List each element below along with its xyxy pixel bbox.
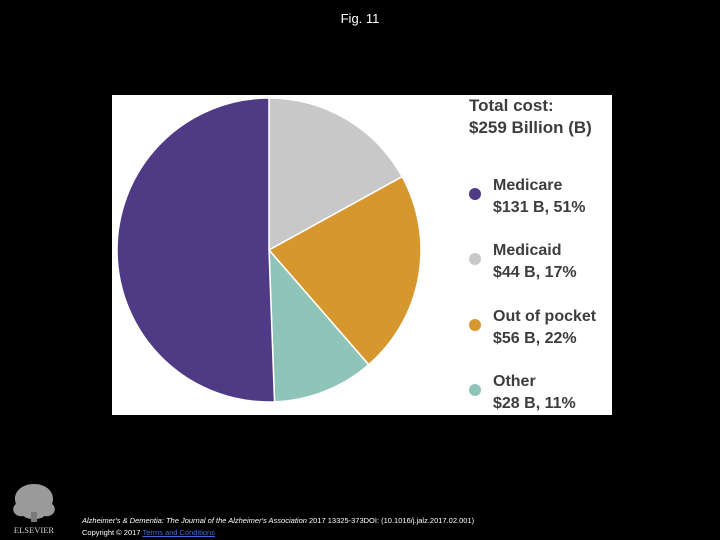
chart-title: Total cost: [469, 96, 554, 115]
citation-details: 2017 13325-373DOI: (10.1016/j.jalz.2017.… [306, 516, 475, 525]
logo-wordmark: ELSEVIER [14, 525, 54, 535]
legend-dot-other [469, 384, 481, 396]
legend-label-medicaid: Medicaid [493, 242, 562, 259]
legend-value-out-of-pocket: $56 B, 22% [493, 330, 577, 347]
journal-name: Alzheimer's & Dementia: The Journal of t… [82, 516, 307, 525]
chart-panel: Total cost: $259 Billion (B) Medicare $1… [112, 95, 612, 415]
legend-dot-medicaid [469, 253, 481, 265]
legend-dot-medicare [469, 188, 481, 200]
citation-line: Alzheimer's & Dementia: The Journal of t… [82, 516, 474, 525]
legend-value-other: $28 B, 11% [493, 395, 576, 412]
legend-label-out-of-pocket: Out of pocket [493, 308, 597, 325]
copyright-text: Copyright © 2017 [82, 528, 143, 537]
legend-value-medicaid: $44 B, 17% [493, 264, 577, 281]
pie-slice-medicaid [268, 97, 404, 252]
chart-subtitle: $259 Billion (B) [469, 118, 592, 137]
legend-dot-out-of-pocket [469, 319, 481, 331]
legend-label-medicare: Medicare [493, 177, 563, 194]
pie-slice-medicare [116, 97, 276, 403]
pie-chart [116, 97, 422, 403]
pie-slice-other [268, 247, 370, 403]
elsevier-logo: ELSEVIER [6, 478, 62, 536]
legend-value-medicare: $131 B, 51% [493, 199, 586, 216]
figure-title: Fig. 11 [340, 11, 380, 26]
legend-label-other: Other [493, 373, 536, 390]
terms-link[interactable]: Terms and Conditions [142, 528, 215, 537]
copyright-line: Copyright © 2017 Terms and Conditions [82, 528, 215, 537]
pie-slice-out-of-pocket [267, 175, 422, 366]
